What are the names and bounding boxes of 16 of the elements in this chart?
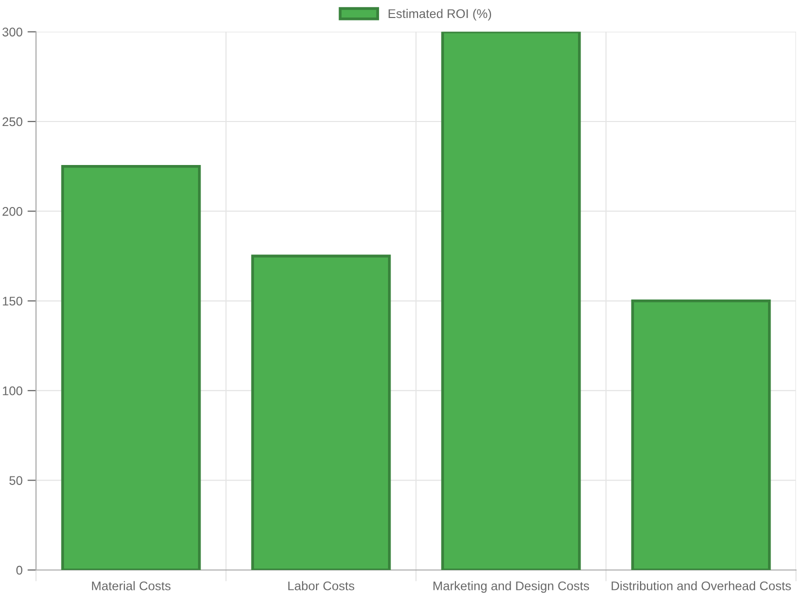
bar [61, 164, 201, 570]
x-tick-label: Distribution and Overhead Costs [612, 581, 791, 590]
legend-label: Estimated ROI (%) [388, 8, 492, 21]
x-tick-label: Labor Costs [288, 581, 354, 590]
bar [251, 254, 391, 570]
bar [631, 300, 771, 570]
x-tick-label: Marketing and Design Costs [434, 581, 590, 593]
y-tick-label: 100 [2, 386, 22, 396]
y-tick-label: 50 [9, 476, 22, 485]
y-tick-label: 200 [2, 207, 22, 216]
y-tick-label: 250 [2, 117, 22, 126]
x-tick-label: Material Costs [92, 581, 170, 590]
y-tick-label: 150 [2, 296, 22, 306]
y-tick-label: 300 [2, 28, 22, 36]
y-tick-label: 0 [16, 566, 22, 575]
bar [441, 32, 581, 570]
